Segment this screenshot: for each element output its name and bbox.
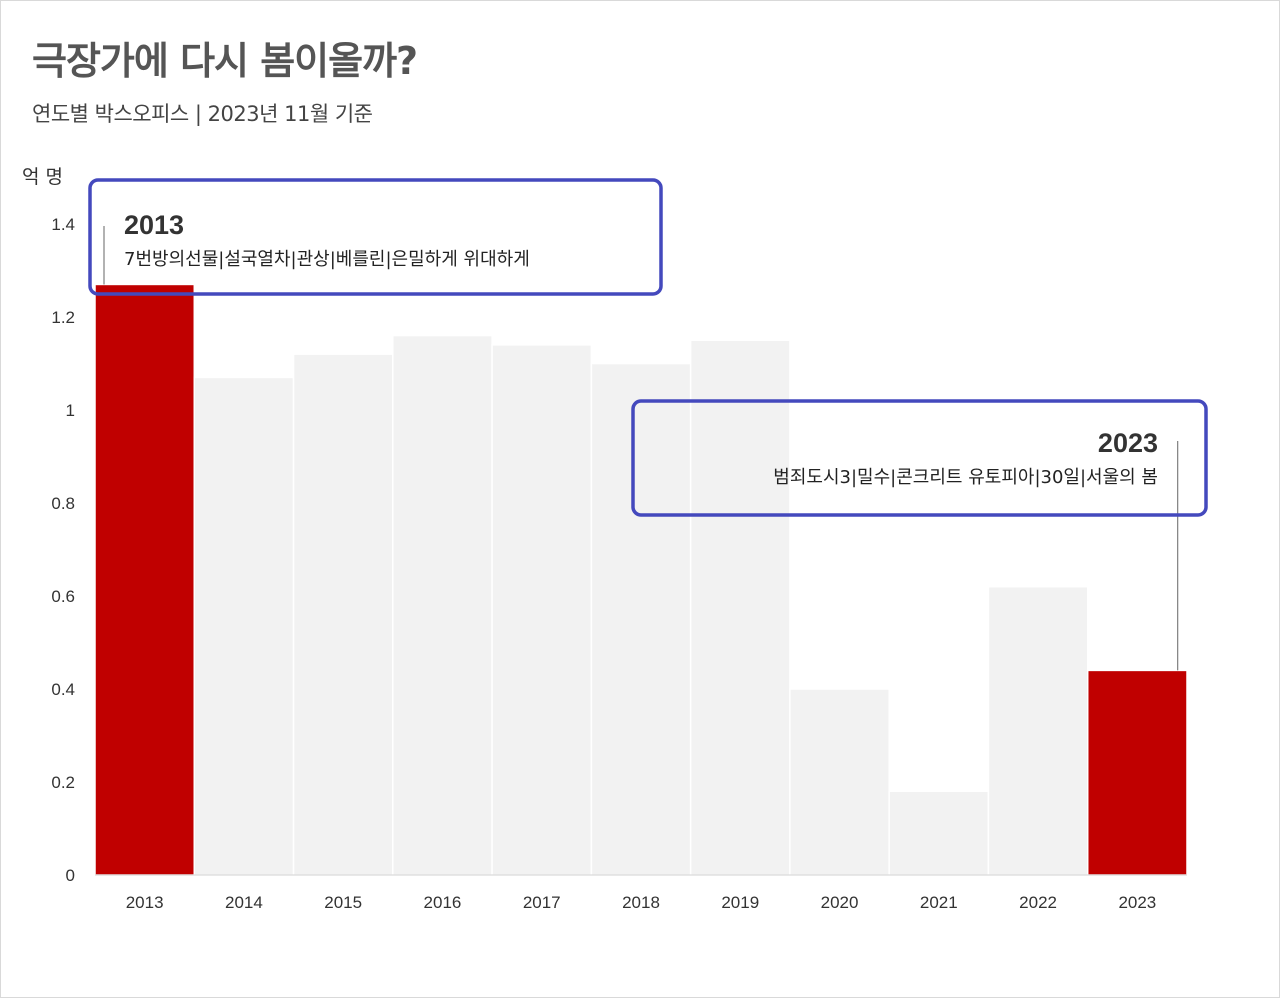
- x-tick-label: 2016: [424, 893, 462, 912]
- bar-2022: [987, 585, 1089, 876]
- bar-2020: [789, 688, 890, 876]
- x-tick-label: 2019: [721, 893, 759, 912]
- bar-2016: [392, 334, 493, 876]
- y-tick-label: 1.2: [51, 308, 75, 327]
- bar-2023: [1086, 669, 1188, 876]
- bar-2017: [491, 344, 593, 876]
- x-tick-label: 2023: [1118, 893, 1156, 912]
- bar-2019: [689, 339, 791, 876]
- x-tick-label: 2022: [1019, 893, 1057, 912]
- x-tick-label: 2014: [225, 893, 263, 912]
- x-tick-label: 2017: [523, 893, 561, 912]
- x-tick-label: 2020: [821, 893, 859, 912]
- y-tick-label: 0.4: [51, 680, 75, 699]
- x-axis-ticks: 2013 2014 2015 2016 2017 2018 2019 2020 2021 2022…: [126, 893, 1157, 912]
- bar-2021: [888, 790, 990, 876]
- annotation-2013-year: 2013: [124, 210, 184, 240]
- y-tick-label: 1.4: [51, 215, 75, 234]
- annotation-2023-year: 2023: [1098, 428, 1158, 458]
- annotation-2013-box: [88, 178, 663, 296]
- annotation-2013-films: 7번방의선물|설국열차|관상|베를린|은밀하게 위대하게: [124, 249, 530, 270]
- x-tick-label: 2021: [920, 893, 958, 912]
- annotation-2023-films: 범죄도시3|밀수|콘크리트 유토피아|30일|서울의 봄: [773, 467, 1158, 488]
- y-tick-label: 0.2: [51, 773, 75, 792]
- y-tick-label: 0.6: [51, 587, 75, 606]
- y-tick-label: 1: [66, 401, 75, 420]
- x-tick-label: 2015: [324, 893, 362, 912]
- x-tick-label: 2018: [622, 893, 660, 912]
- chart-title: 극장가에 다시 봄이올까?: [32, 39, 418, 83]
- y-axis-ticks: 0 0.2 0.4 0.6 0.8 1 1.2 1.4: [51, 215, 75, 885]
- y-axis-label: 억 명: [22, 166, 63, 188]
- y-tick-label: 0.8: [51, 494, 75, 513]
- chart-subtitle: 연도별 박스오피스 | 2023년 11월 기준: [32, 102, 373, 126]
- y-tick-label: 0: [66, 866, 75, 885]
- bar-2015: [292, 353, 394, 876]
- annotation-2023-box: [631, 399, 1208, 517]
- bars: [94, 283, 1188, 876]
- bar-2013: [94, 283, 196, 876]
- bar-2018: [590, 362, 692, 876]
- x-tick-label: 2013: [126, 893, 164, 912]
- bar-2014: [193, 376, 295, 876]
